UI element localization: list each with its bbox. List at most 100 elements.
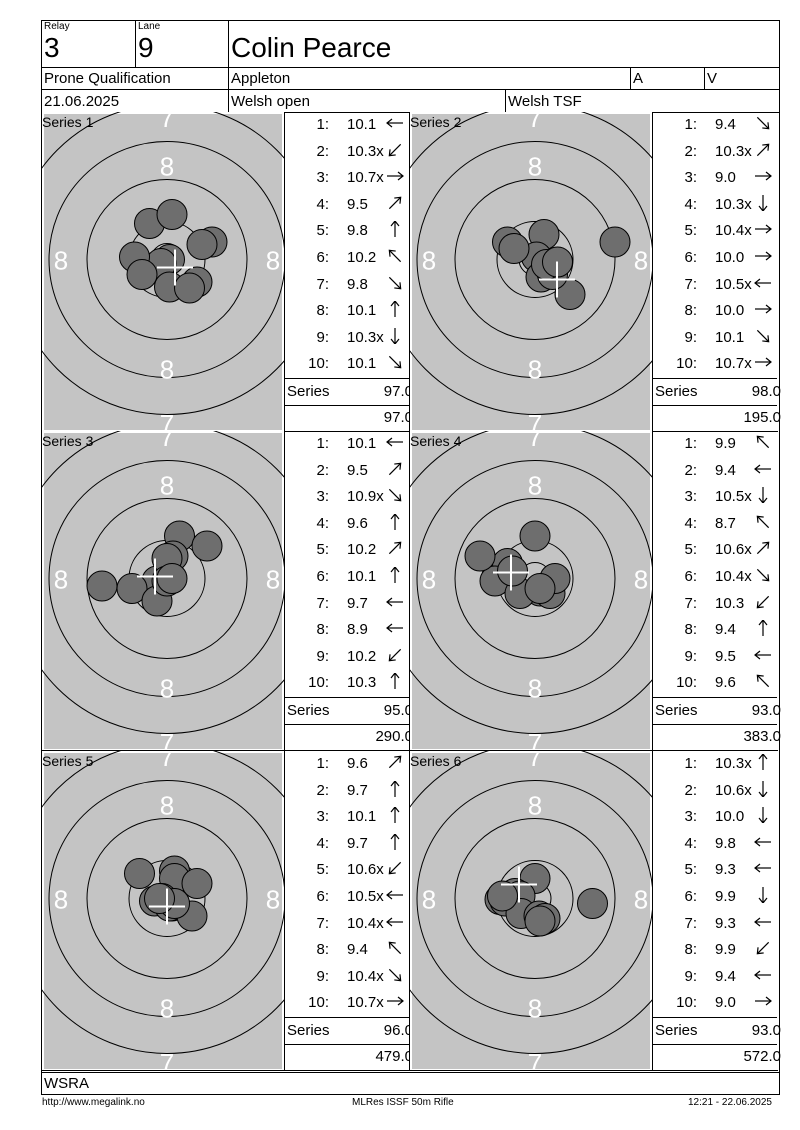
shot-impact xyxy=(86,570,118,602)
direction-arrow-icon xyxy=(385,594,409,610)
direction-arrow-icon xyxy=(385,647,409,663)
ring-number-8: 8 xyxy=(528,791,542,821)
shot-row: 2: 9.7 xyxy=(285,779,413,800)
target-ring xyxy=(42,751,284,1054)
direction-arrow-icon xyxy=(753,673,777,689)
shot-value: 9.4 xyxy=(347,941,368,959)
shot-value: 9.7 xyxy=(347,834,368,852)
series-label: Series 3 xyxy=(42,433,94,449)
shot-row: 10: 10.3 xyxy=(285,672,413,692)
shot-impact xyxy=(156,563,188,594)
shot-number: 4: xyxy=(684,834,697,852)
shot-number: 5: xyxy=(316,861,329,879)
shot-number: 9: xyxy=(684,328,697,346)
ring-number-8: 8 xyxy=(54,885,68,915)
shot-row: 10: 10.1 xyxy=(285,353,413,373)
ring-number-8: 8 xyxy=(160,994,174,1024)
shot-value: 10.2 xyxy=(347,541,377,559)
direction-arrow-icon xyxy=(753,461,777,477)
series-block: 7 7 8 8 8 8 Series 3 1: 10.1 2: 9.5 3: 10.9x 4: 9.6 5: 1… xyxy=(41,431,413,751)
shot-value: 10.3 xyxy=(715,594,745,612)
shot-value: 9.4 xyxy=(715,967,736,985)
shot-row: 6: 10.5x xyxy=(285,886,413,906)
shot-number: 7: xyxy=(684,914,697,932)
shot-list: 1: 9.6 2: 9.7 3: 10.1 4: 9.7 5: 10.6x 6: 10.5x 7: 10.… xyxy=(285,751,413,1071)
direction-arrow-icon xyxy=(385,461,409,477)
shot-impact xyxy=(599,226,631,258)
shot-row: 7: 10.4x xyxy=(285,913,413,933)
shot-number: 10: xyxy=(676,994,697,1012)
target-ring xyxy=(48,460,284,697)
target-ring xyxy=(454,179,616,340)
shot-row: 5: 9.3 xyxy=(653,859,781,879)
running-total-row: 97.0 xyxy=(285,408,413,432)
shot-number: 8: xyxy=(684,302,697,320)
direction-arrow-icon xyxy=(753,434,777,450)
center-cross-icon xyxy=(137,558,173,595)
shot-row: 7: 10.3 xyxy=(653,593,781,613)
direction-arrow-icon xyxy=(385,300,409,318)
shot-row: 9: 10.2 xyxy=(285,646,413,666)
shot-value: 9.8 xyxy=(347,275,368,293)
shot-value: 10.3x xyxy=(715,755,752,772)
ring-number-8: 8 xyxy=(528,471,542,501)
direction-arrow-icon xyxy=(753,967,777,983)
shot-row: 4: 9.6 xyxy=(285,512,413,533)
ring-number-8: 8 xyxy=(266,246,280,276)
direction-arrow-icon xyxy=(385,248,409,264)
target-face: 7 7 8 8 8 8 xyxy=(42,431,284,750)
target-ring xyxy=(496,221,574,298)
target-ring xyxy=(86,818,248,979)
shot-value: 9.8 xyxy=(715,834,736,852)
series-sum-row: Series 93.0 xyxy=(653,701,781,725)
shot-impact xyxy=(124,858,155,889)
series-sum-row: Series 98.0 xyxy=(653,382,781,406)
shot-number: 8: xyxy=(316,941,329,959)
shot-number: 6: xyxy=(684,249,697,266)
shot-value: 9.8 xyxy=(347,222,368,240)
target-face: 7 7 8 8 8 8 xyxy=(42,751,284,1070)
shot-impact xyxy=(524,573,556,604)
shot-row: 7: 9.3 xyxy=(653,913,781,933)
shot-value: 10.7x xyxy=(347,994,384,1012)
footer-url[interactable]: http://www.megalink.no xyxy=(42,1097,145,1108)
direction-arrow-icon xyxy=(385,327,409,345)
ring-number-8: 8 xyxy=(528,355,542,385)
shot-value: 8.7 xyxy=(715,514,736,532)
shot-number: 3: xyxy=(316,488,329,506)
shot-value: 9.3 xyxy=(715,861,736,879)
shot-number: 4: xyxy=(684,514,697,532)
ring-number-8: 8 xyxy=(160,355,174,385)
series-sum-row: Series 93.0 xyxy=(653,1021,781,1045)
direction-arrow-icon xyxy=(753,914,777,930)
shot-row: 10: 10.7x xyxy=(653,353,781,373)
shot-number: 9: xyxy=(316,967,329,985)
running-total: 195.0 xyxy=(743,409,781,426)
direction-arrow-icon xyxy=(753,301,777,317)
shot-value: 10.3x xyxy=(715,142,752,160)
shot-value: 8.9 xyxy=(347,621,368,639)
running-total-row: 195.0 xyxy=(653,408,781,432)
shot-value: 10.5x xyxy=(715,488,752,506)
shot-value: 10.5x xyxy=(715,275,752,293)
shot-value: 10.0 xyxy=(715,808,745,826)
ring-number-8: 8 xyxy=(422,246,436,276)
organiser-name: Welsh TSF xyxy=(508,93,582,110)
shot-row: 8: 9.4 xyxy=(653,619,781,639)
ring-number-7: 7 xyxy=(160,728,174,750)
direction-arrow-icon xyxy=(753,115,777,131)
shot-value: 10.5x xyxy=(347,888,384,905)
shot-value: 9.9 xyxy=(715,941,736,959)
direction-arrow-icon xyxy=(753,328,777,344)
shot-number: 1: xyxy=(684,435,697,452)
series-block: 7 7 8 8 8 8 Series 5 1: 9.6 2: 9.7 3: 10.1 4: 9.7 5: 10.… xyxy=(41,751,413,1071)
shot-value: 10.4x xyxy=(347,914,384,932)
direction-arrow-icon xyxy=(753,647,777,663)
target-card: 7 7 8 8 8 8 xyxy=(410,431,652,750)
shot-row: 4: 10.3x xyxy=(653,194,781,214)
target-ring xyxy=(42,112,284,415)
direction-arrow-icon xyxy=(385,142,409,158)
direction-arrow-icon xyxy=(385,832,409,850)
ring-number-8: 8 xyxy=(266,565,280,595)
shot-number: 10: xyxy=(308,355,329,373)
